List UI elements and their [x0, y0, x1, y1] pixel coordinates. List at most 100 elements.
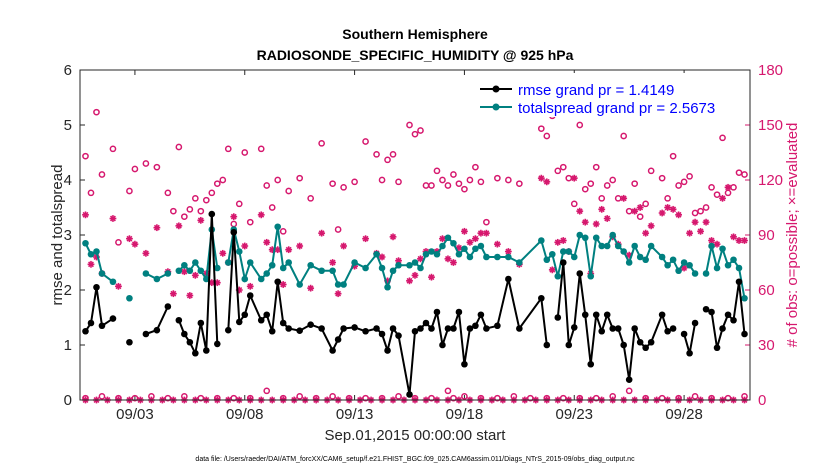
rmse-point — [538, 294, 545, 302]
spread-point — [625, 259, 633, 266]
obs-possible-marker — [93, 108, 100, 116]
obs-evaluated-stroke — [170, 290, 177, 297]
obs-evaluated-stroke — [335, 290, 342, 297]
obs-evaluated-stroke — [197, 217, 204, 224]
obs-evaluated-stroke — [263, 239, 270, 246]
rmse-point — [378, 330, 386, 338]
spread-point — [636, 253, 644, 261]
obs-evaluated-marker — [537, 174, 545, 182]
obs-possible-marker — [384, 156, 391, 164]
spread-point — [109, 278, 117, 286]
rmse-point — [197, 319, 205, 327]
spread-point — [307, 261, 314, 269]
obs-evaluated-stroke — [719, 195, 726, 202]
obs-possible-zero-marker — [296, 392, 304, 400]
obs-evaluated-stroke — [642, 230, 649, 237]
spread-point — [318, 267, 325, 275]
spread-point — [87, 250, 95, 258]
obs-possible-marker — [307, 194, 315, 202]
obs-possible-marker — [636, 213, 644, 221]
spread-point — [384, 283, 391, 291]
obs-possible-marker — [164, 189, 172, 197]
obs-evaluated-stroke — [395, 257, 402, 264]
obs-possible-marker — [406, 121, 413, 129]
obs-evaluated-marker — [631, 207, 639, 215]
obs-evaluated-stroke — [307, 285, 314, 292]
obs-evaluated-stroke — [142, 250, 149, 257]
obs-possible-marker — [433, 167, 441, 175]
spread-point — [395, 261, 402, 269]
obs-possible-marker — [658, 174, 666, 182]
obs-possible-marker — [466, 176, 474, 184]
spread-point — [175, 267, 183, 275]
spread-point — [669, 256, 677, 264]
spread-point — [642, 256, 649, 264]
obs-evaluated-stroke — [126, 235, 133, 242]
obs-evaluated-marker — [493, 240, 501, 248]
obs-evaluated-stroke — [571, 175, 578, 182]
rmse-point — [730, 316, 737, 324]
obs-possible-marker — [279, 227, 287, 235]
obs-evaluated-marker — [241, 242, 249, 250]
obs-evaluated-marker — [450, 259, 457, 266]
spread-point — [98, 270, 106, 277]
obs-evaluated-stroke — [604, 215, 611, 222]
obs-evaluated-marker — [318, 229, 326, 237]
rmse-point — [620, 341, 627, 349]
obs-evaluated-marker — [439, 235, 446, 243]
obs-possible-marker — [472, 163, 479, 171]
obs-evaluated-stroke — [576, 208, 583, 215]
spread-point — [263, 270, 271, 277]
legend-rmse-label: rmse grand pr = 1.4149 — [518, 82, 674, 99]
rmse-line — [705, 281, 746, 349]
obs-evaluated-marker — [246, 282, 254, 290]
spread-point — [450, 239, 457, 247]
y-left-tick-label: 4 — [64, 172, 72, 189]
obs-evaluated-marker — [417, 255, 424, 263]
obs-evaluated-stroke — [230, 213, 237, 220]
obs-possible-marker — [329, 180, 336, 188]
rmse-point — [428, 325, 435, 332]
obs-evaluated-stroke — [88, 261, 94, 268]
obs-evaluated-marker — [691, 218, 699, 226]
rmse-point — [631, 325, 638, 332]
rmse-point — [422, 319, 430, 327]
obs-evaluated-marker — [702, 218, 710, 226]
obs-evaluated-marker — [636, 204, 644, 211]
rmse-point — [565, 341, 573, 349]
obs-evaluated-stroke — [659, 210, 666, 216]
obs-evaluated-stroke — [637, 204, 644, 211]
rmse-point — [719, 325, 726, 332]
rmse-point — [647, 338, 655, 346]
obs-evaluated-stroke — [461, 228, 468, 235]
obs-evaluated-stroke — [280, 281, 287, 288]
obs-evaluated-stroke — [247, 283, 254, 290]
x-tick-label: 09/28 — [665, 406, 703, 423]
spread-point — [257, 275, 265, 283]
spread-point — [455, 250, 463, 258]
rmse-point — [213, 340, 221, 348]
rmse-point — [636, 338, 644, 346]
spread-point — [203, 275, 210, 283]
rmse-point — [126, 338, 133, 346]
rmse-point — [603, 311, 611, 319]
spread-point — [538, 237, 545, 244]
obs-evaluated-marker — [186, 292, 194, 299]
spread-point — [576, 231, 584, 239]
rmse-point — [686, 349, 693, 357]
rmse-point — [570, 324, 578, 331]
rmse-point — [384, 347, 391, 354]
rmse-point — [87, 319, 95, 327]
obs-evaluated-stroke — [362, 235, 369, 242]
obs-evaluated-marker — [472, 235, 479, 243]
obs-evaluated-marker — [126, 235, 133, 243]
obs-evaluated-marker — [329, 259, 337, 266]
obs-possible-zero-marker — [625, 387, 633, 395]
spread-point — [730, 256, 737, 264]
spread-point — [444, 234, 452, 242]
obs-evaluated-marker — [257, 211, 265, 219]
x-tick-label: 09/18 — [446, 406, 484, 423]
obs-evaluated-marker — [730, 233, 737, 241]
obs-evaluated-stroke — [192, 272, 199, 279]
